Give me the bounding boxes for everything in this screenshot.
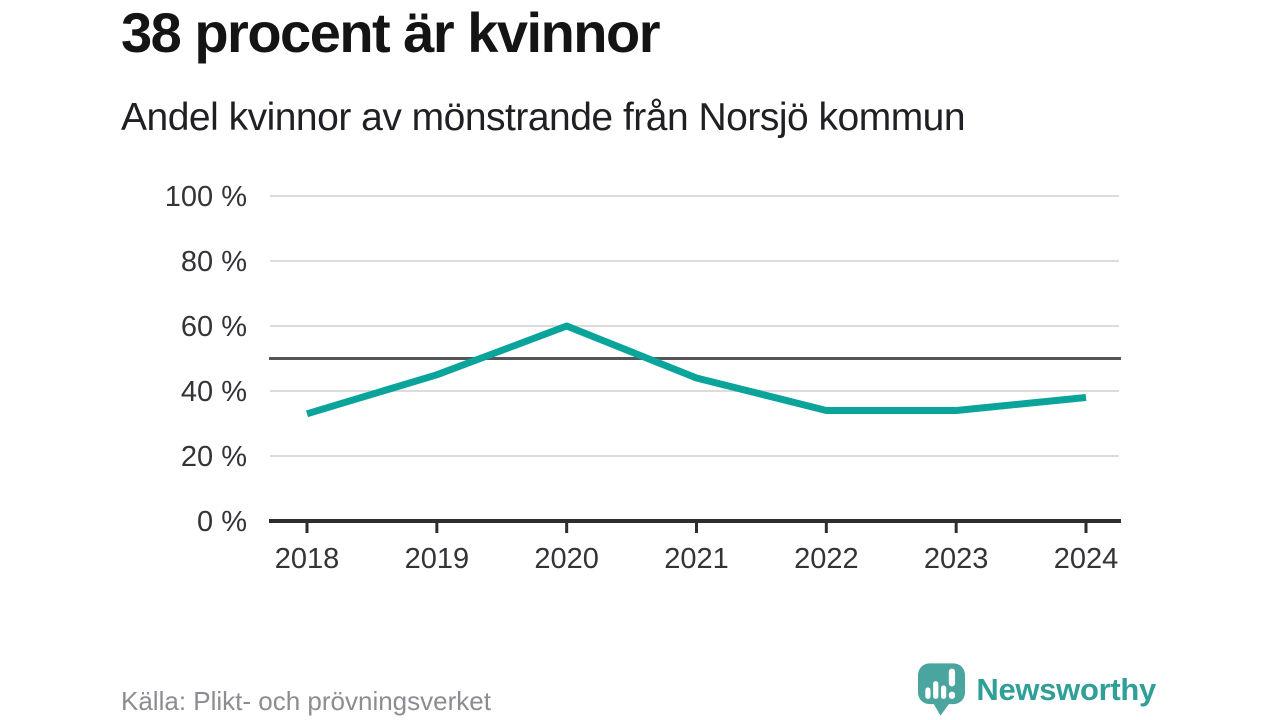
x-tick-label: 2018 [275,543,340,575]
x-tick-label: 2021 [664,543,729,575]
x-tick-label: 2019 [405,543,470,575]
y-tick-label: 0 % [197,506,247,538]
data-line [305,322,1087,418]
y-tick-label: 40 % [181,376,247,408]
newsworthy-logo: Newsworthy [918,663,1156,716]
y-tick-label: 60 % [181,311,247,343]
x-tick-label: 2024 [1054,543,1119,575]
x-tick-label: 2022 [794,543,859,575]
exclamation-glyph [949,668,956,699]
bar-chart-glyph [925,681,947,699]
newsworthy-logo-text: Newsworthy [976,671,1156,707]
chart-subtitle: Andel kvinnor av mönstrande från Norsjö … [121,96,966,139]
source-caption: Källa: Plikt- och prövningsverket [121,686,491,716]
x-tick-label: 2023 [924,543,989,575]
x-tick-label: 2020 [534,543,599,575]
newsworthy-logo-icon [918,663,966,716]
y-tick-label: 100 % [165,181,247,213]
y-tick-label: 20 % [181,441,247,473]
y-tick-label: 80 % [181,246,247,278]
chart-title: 38 procent är kvinnor [121,1,661,64]
